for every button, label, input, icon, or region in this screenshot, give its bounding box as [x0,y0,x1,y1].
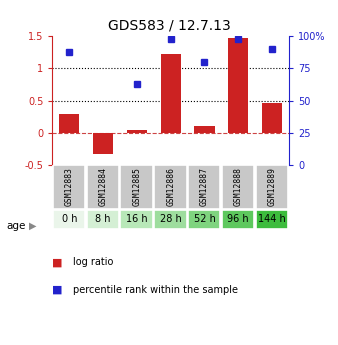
Text: 96 h: 96 h [227,214,249,224]
Bar [188,210,220,229]
Text: percentile rank within the sample: percentile rank within the sample [73,285,238,295]
Bar [93,133,113,154]
Text: ▶: ▶ [29,221,36,231]
Text: GSM12884: GSM12884 [99,167,107,206]
Text: 16 h: 16 h [126,214,148,224]
Text: GDS583 / 12.7.13: GDS583 / 12.7.13 [107,19,231,33]
Bar [120,166,153,209]
Text: 28 h: 28 h [160,214,182,224]
Text: GSM12888: GSM12888 [234,167,243,206]
Bar [154,210,187,229]
Bar [53,210,85,229]
Text: GSM12889: GSM12889 [268,167,276,206]
Text: GSM12885: GSM12885 [132,167,141,206]
Bar [256,210,288,229]
Text: GSM12886: GSM12886 [166,167,175,206]
Text: age: age [7,221,26,231]
Bar [127,130,147,133]
Text: ■: ■ [52,285,63,295]
Bar [256,166,288,209]
Bar [120,210,153,229]
Bar [154,166,187,209]
Bar [188,166,220,209]
Text: ■: ■ [52,257,63,267]
Text: 0 h: 0 h [62,214,77,224]
Bar [262,102,282,133]
Bar [161,53,181,133]
Text: GSM12883: GSM12883 [65,167,74,206]
Bar [53,166,85,209]
Bar [87,210,119,229]
Text: 8 h: 8 h [95,214,111,224]
Text: 52 h: 52 h [194,214,215,224]
Bar [222,166,254,209]
Bar [194,126,215,133]
Bar [228,38,248,133]
Bar [87,166,119,209]
Text: 144 h: 144 h [258,214,286,224]
Text: log ratio: log ratio [73,257,113,267]
Bar [59,114,79,133]
Text: GSM12887: GSM12887 [200,167,209,206]
Bar [222,210,254,229]
